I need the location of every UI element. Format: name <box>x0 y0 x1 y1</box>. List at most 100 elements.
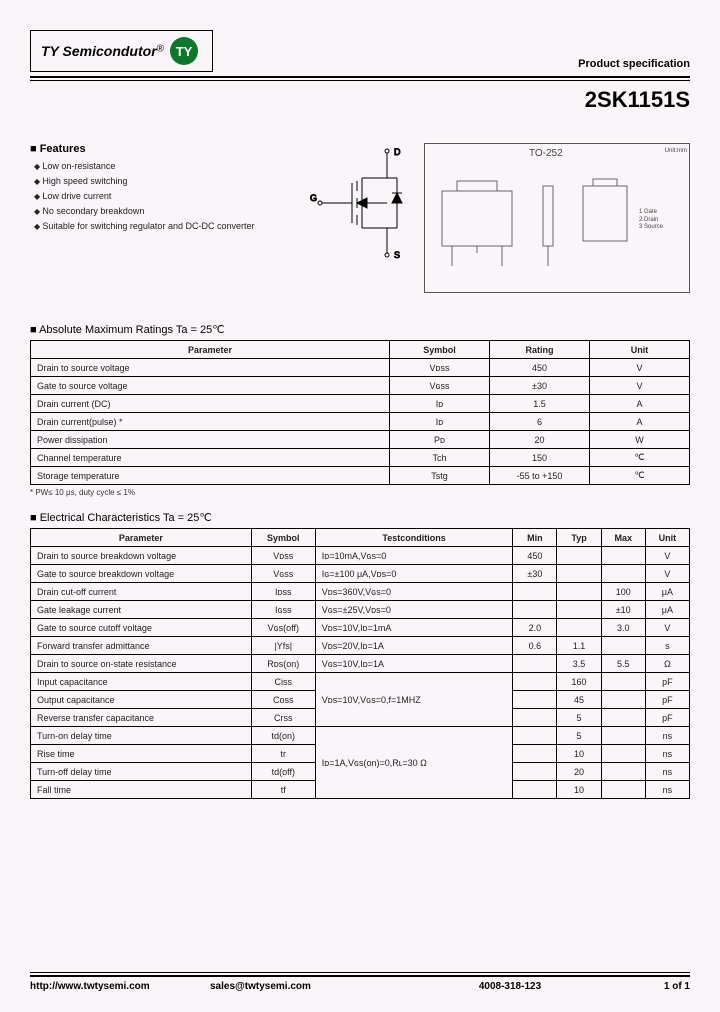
abs-cell: 20 <box>490 431 590 449</box>
elec-cell <box>601 709 645 727</box>
elec-cell: Forward transfer admittance <box>31 637 252 655</box>
elec-cell: μA <box>645 601 689 619</box>
elec-cell <box>601 727 645 745</box>
abs-cell: ±30 <box>490 377 590 395</box>
abs-table: ParameterSymbolRatingUnit Drain to sourc… <box>30 340 690 485</box>
abs-cell: Iᴅ <box>390 413 490 431</box>
elec-cell <box>557 583 601 601</box>
elec-cell <box>513 673 557 691</box>
table-row: Gate to source cutoff voltageVɢs(off)Vᴅs… <box>31 619 690 637</box>
header: TY Semicondutor® TY Product specificatio… <box>30 30 690 72</box>
elec-cell: 20 <box>557 763 601 781</box>
abs-cell: ℃ <box>590 449 690 467</box>
elec-cell: Vᴅss <box>251 547 315 565</box>
abs-cell: Drain current (DC) <box>31 395 390 413</box>
logo-box: TY Semicondutor® TY <box>30 30 213 72</box>
abs-title: Absolute Maximum Ratings Ta = 25℃ <box>30 323 690 336</box>
elec-cell: Vɢs=±25V,Vᴅs=0 <box>315 601 513 619</box>
elec-cell: Ω <box>645 655 689 673</box>
elec-cell <box>513 601 557 619</box>
spec-label: Product specification <box>578 58 690 72</box>
package-unit: Unit:mm <box>665 148 687 154</box>
package-pin-legend: 1 Gate2 Drain3 Source <box>639 209 663 232</box>
abs-cell: Channel temperature <box>31 449 390 467</box>
elec-cell <box>601 691 645 709</box>
footer-page: 1 of 1 <box>630 981 690 992</box>
elec-cell: Vᴅs=360V,Vɢs=0 <box>315 583 513 601</box>
package-side-icon <box>531 171 571 271</box>
feature-item: Low drive current <box>34 191 290 201</box>
elec-cell: ±10 <box>601 601 645 619</box>
abs-cell: 1.5 <box>490 395 590 413</box>
elec-header-cell: Testconditions <box>315 529 513 547</box>
elec-cell: Reverse transfer capacitance <box>31 709 252 727</box>
mid-row: Features Low on-resistanceHigh speed swi… <box>30 143 690 293</box>
elec-cell: 5 <box>557 709 601 727</box>
elec-cell: Drain cut-off current <box>31 583 252 601</box>
elec-cell: ns <box>645 745 689 763</box>
svg-text:D: D <box>394 147 401 157</box>
table-row: Gate to source voltageVɢss±30V <box>31 377 690 395</box>
table-row: Drain cut-off currentIᴅssVᴅs=360V,Vɢs=01… <box>31 583 690 601</box>
elec-cell: Iᴅss <box>251 583 315 601</box>
abs-cell: 450 <box>490 359 590 377</box>
elec-cell <box>513 691 557 709</box>
elec-cell: Drain to source on-state resistance <box>31 655 252 673</box>
table-row: Channel temperatureTch150℃ <box>31 449 690 467</box>
elec-cell <box>601 781 645 799</box>
elec-cell: pF <box>645 691 689 709</box>
elec-header-cell: Typ <box>557 529 601 547</box>
feature-item: Suitable for switching regulator and DC-… <box>34 221 290 231</box>
svg-text:S: S <box>394 250 400 260</box>
elec-cell: 1.1 <box>557 637 601 655</box>
features-section: Features Low on-resistanceHigh speed swi… <box>30 143 290 293</box>
package-top-icon <box>575 171 635 271</box>
footer-url: http://www.twtysemi.com <box>30 981 210 992</box>
elec-cell: pF <box>645 673 689 691</box>
elec-cell <box>601 673 645 691</box>
abs-cell: Vɢss <box>390 377 490 395</box>
elec-cell <box>557 565 601 583</box>
elec-cell: ns <box>645 763 689 781</box>
elec-cell: Vɢs=10V,Iᴅ=1A <box>315 655 513 673</box>
footer-email: sales@twtysemi.com <box>210 981 390 992</box>
elec-cell: 0.6 <box>513 637 557 655</box>
table-row: Drain to source on-state resistanceRᴅs(o… <box>31 655 690 673</box>
table-row: Power dissipationPᴅ20W <box>31 431 690 449</box>
abs-cell: V <box>590 377 690 395</box>
elec-cell: 10 <box>557 781 601 799</box>
elec-cell: 10 <box>557 745 601 763</box>
elec-table: ParameterSymbolTestconditionsMinTypMaxUn… <box>30 528 690 799</box>
table-row: Storage temperatureTstg-55 to +150℃ <box>31 467 690 485</box>
elec-cell: td(off) <box>251 763 315 781</box>
company-text: TY Semicondutor <box>41 43 157 59</box>
table-row: Gate leakage currentIɢssVɢs=±25V,Vᴅs=0±1… <box>31 601 690 619</box>
elec-cell: Iᴅ=1A,Vɢs(on)=0,Rʟ=30 Ω <box>315 727 513 799</box>
elec-cell: ±30 <box>513 565 557 583</box>
abs-cell: Gate to source voltage <box>31 377 390 395</box>
table-row: Turn-on delay timetd(on)Iᴅ=1A,Vɢs(on)=0,… <box>31 727 690 745</box>
footer-rule-1 <box>30 972 690 973</box>
package-name: TO-252 <box>529 148 563 159</box>
company-name: TY Semicondutor® <box>41 43 164 59</box>
pin-legend-item: 2 Drain <box>639 217 663 225</box>
feature-item: No secondary breakdown <box>34 206 290 216</box>
elec-cell: 3.5 <box>557 655 601 673</box>
abs-cell: Pᴅ <box>390 431 490 449</box>
elec-cell <box>601 637 645 655</box>
elec-cell: s <box>645 637 689 655</box>
elec-cell: V <box>645 547 689 565</box>
abs-cell: Power dissipation <box>31 431 390 449</box>
footer-rule-2 <box>30 975 690 977</box>
package-front-icon <box>427 171 527 271</box>
abs-header-cell: Symbol <box>390 341 490 359</box>
footer-phone: 4008-318-123 <box>390 981 630 992</box>
elec-header-cell: Unit <box>645 529 689 547</box>
elec-cell: Iᴅ=10mA,Vɢs=0 <box>315 547 513 565</box>
elec-cell: Turn-on delay time <box>31 727 252 745</box>
elec-cell: pF <box>645 709 689 727</box>
elec-cell: ns <box>645 781 689 799</box>
elec-header-cell: Symbol <box>251 529 315 547</box>
feature-item: High speed switching <box>34 176 290 186</box>
header-rule-2 <box>30 80 690 81</box>
